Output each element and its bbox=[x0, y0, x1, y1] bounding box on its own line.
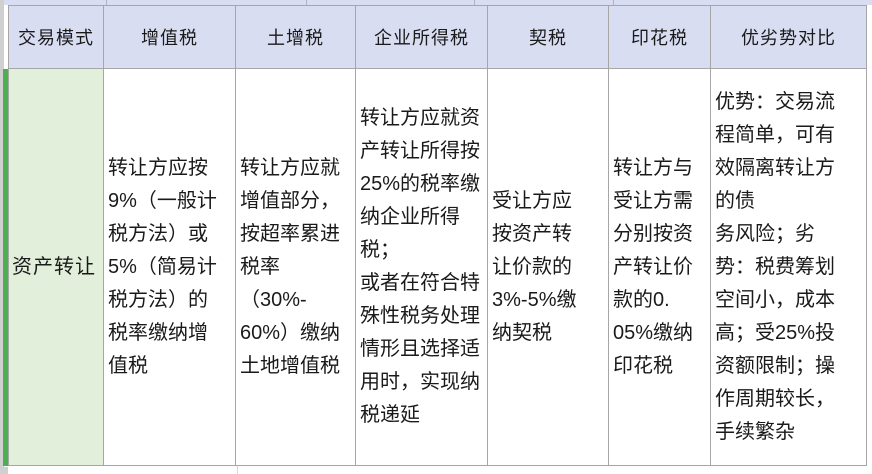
cell-pros-cons[interactable]: 优势：交易流 程简单，可有 效隔离转让方 的债 务风险；劣 势：税费筹划 空间小… bbox=[711, 69, 867, 466]
cell-deed-tax[interactable]: 受让方应 按资产转 让价款的 3%-5%缴 纳契税 bbox=[488, 69, 609, 466]
header-cell-stamp-duty[interactable]: 印花税 bbox=[609, 6, 711, 69]
header-cell-deed-tax[interactable]: 契税 bbox=[488, 6, 609, 69]
row-accent-border bbox=[3, 69, 8, 466]
gridline bbox=[474, 0, 475, 5]
gridline bbox=[306, 0, 307, 5]
header-cell-vat[interactable]: 增值税 bbox=[104, 6, 236, 69]
header-cell-pros-cons[interactable]: 优劣势对比 bbox=[711, 6, 867, 69]
tax-comparison-table: 交易模式 增值税 土增税 企业所得税 契税 印花税 优劣势对比 资产转让 转让方… bbox=[8, 5, 867, 466]
row-below-sliver bbox=[8, 466, 872, 474]
cell-corporate-income-tax[interactable]: 转让方应就资 产转让所得按 25%的税率缴 纳企业所得 税； 或者在符合特 殊性… bbox=[356, 69, 488, 466]
sheet-left-edge bbox=[0, 0, 4, 474]
header-cell-land-appreciation-tax[interactable]: 土增税 bbox=[236, 6, 356, 69]
cell-stamp-duty[interactable]: 转让方与 受让方需 分别按资 产转让价 款的0. 05%缴纳 印花税 bbox=[609, 69, 711, 466]
row-above-sliver bbox=[4, 0, 872, 5]
cell-vat[interactable]: 转让方应按 9%（一般计 税方法）或 5%（简易计 税方法）的 税率缴纳增 值税 bbox=[104, 69, 236, 466]
cell-land-appreciation-tax[interactable]: 转让方应就 增值部分， 按超率累进 税率 （30%- 60%）缴纳 土地增值税 bbox=[236, 69, 356, 466]
gridline bbox=[237, 466, 238, 474]
gridline bbox=[106, 0, 107, 5]
gridline bbox=[613, 0, 614, 5]
row-label-asset-transfer[interactable]: 资产转让 bbox=[9, 69, 104, 466]
header-cell-transaction-mode[interactable]: 交易模式 bbox=[9, 6, 104, 69]
sheet-corner-stub bbox=[0, 467, 8, 474]
header-cell-corporate-income-tax[interactable]: 企业所得税 bbox=[356, 6, 488, 69]
